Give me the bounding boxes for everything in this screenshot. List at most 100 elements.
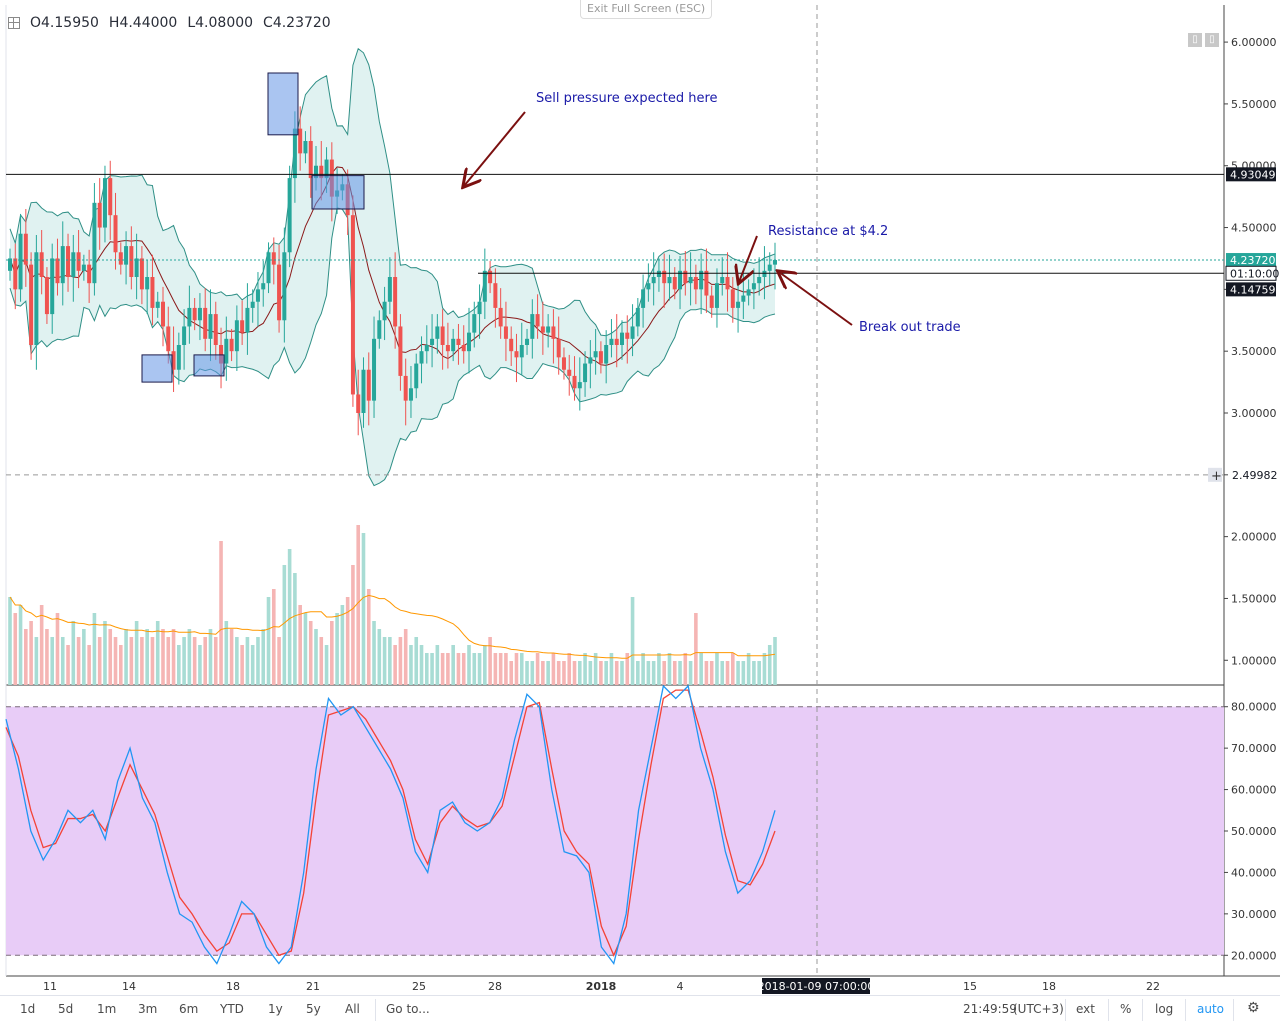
candle [477, 284, 482, 339]
candle [129, 226, 134, 290]
toolbar-divider [1233, 999, 1234, 1021]
candle [213, 301, 218, 360]
highlight-box [311, 175, 365, 210]
time-tick-label: 21 [306, 980, 320, 993]
pane-restore-icon[interactable]: ▯ [1188, 33, 1202, 47]
candle-body [530, 314, 535, 339]
candle-body [240, 320, 245, 333]
volume-bar [266, 597, 271, 685]
volume-bar [424, 653, 429, 685]
candle [456, 323, 461, 365]
volume-bar [24, 629, 28, 685]
candle-body [435, 326, 440, 339]
candle [76, 230, 81, 289]
candle [71, 234, 76, 302]
candle [356, 369, 361, 436]
volume-bar [340, 605, 345, 685]
exit-full-screen-button[interactable]: Exit Full Screen (ESC) [580, 0, 713, 19]
volume-bar [229, 629, 234, 685]
volume-bar [351, 565, 355, 685]
candle-body [81, 264, 86, 271]
candle [609, 319, 614, 358]
volume-bar [76, 637, 81, 685]
candle-body [751, 283, 756, 290]
candle-body [641, 289, 646, 308]
percent-toggle[interactable]: % [1120, 1002, 1132, 1016]
candle-body [308, 141, 313, 179]
volume-bar [250, 645, 255, 685]
range-1m-button[interactable]: 1m [97, 1002, 117, 1016]
volume-bar [456, 653, 461, 685]
candle-body [356, 394, 361, 413]
volume-bar [762, 653, 767, 685]
range-3m-button[interactable]: 3m [138, 1002, 158, 1016]
candle [229, 328, 234, 362]
candle-body [150, 277, 155, 308]
candle [635, 298, 640, 337]
candle-body [366, 369, 371, 401]
candle-body [23, 233, 28, 265]
auto-toggle[interactable]: auto [1197, 1002, 1225, 1016]
volume-bar [282, 565, 287, 685]
candle [593, 328, 598, 375]
candle [398, 314, 403, 391]
volume-bar [440, 653, 445, 685]
candle-body [514, 351, 519, 358]
candle [66, 233, 71, 292]
goto-button[interactable]: Go to... [386, 1002, 430, 1016]
candle-body [134, 258, 139, 277]
volume-bar [435, 645, 440, 685]
candle-body [672, 277, 677, 290]
candle-body [324, 159, 329, 179]
candle [39, 230, 44, 295]
price-tick-label: 3.50000 [1231, 345, 1277, 358]
volume-bar [472, 653, 477, 685]
candle [234, 305, 239, 371]
range-1y-button[interactable]: 1y [268, 1002, 283, 1016]
candle [366, 352, 371, 426]
volume-bar [509, 661, 514, 685]
candle [8, 248, 12, 281]
gear-icon[interactable]: ⚙ [1247, 1000, 1260, 1016]
candle [646, 263, 651, 302]
candle-body [509, 338, 514, 352]
candle-body [271, 252, 276, 265]
candle-body [414, 363, 419, 389]
volume-ma [9, 594, 776, 659]
timezone[interactable]: (UTC+3) [1013, 1002, 1064, 1016]
stoch-tick-label: 60.0000 [1231, 784, 1277, 797]
candle [651, 252, 656, 306]
pane-maximize-icon[interactable]: ▯ [1205, 33, 1219, 47]
candle-body [477, 301, 482, 315]
candle [540, 301, 545, 355]
candle [403, 358, 408, 426]
volume-bar [319, 637, 324, 685]
volume-bar [672, 661, 677, 685]
price-tick-label: 6.00000 [1231, 36, 1277, 49]
volume-bar [330, 621, 334, 685]
range-ytd-button[interactable]: YTD [220, 1002, 244, 1016]
candle-body [39, 252, 44, 277]
log-toggle[interactable]: log [1155, 1002, 1174, 1016]
chart-canvas[interactable]: Sell pressure expected here Resistance at… [0, 0, 1280, 995]
candle-body [493, 283, 498, 308]
range-1d-button[interactable]: 1d [20, 1002, 36, 1016]
candle-body [76, 252, 81, 271]
candle-body [498, 307, 503, 327]
range-6m-button[interactable]: 6m [179, 1002, 199, 1016]
volume-bar [203, 637, 208, 685]
volume-bar [293, 573, 297, 685]
time-tick-label: 18 [1042, 980, 1056, 993]
ext-toggle[interactable]: ext [1076, 1002, 1095, 1016]
candle [445, 322, 450, 369]
candle [55, 238, 60, 296]
candle-body [314, 165, 318, 179]
volume-bar [303, 613, 308, 685]
candle-body [34, 252, 39, 345]
range-5y-button[interactable]: 5y [306, 1002, 321, 1016]
volume-bar [308, 621, 313, 685]
range-5d-button[interactable]: 5d [58, 1002, 74, 1016]
candle [23, 209, 28, 287]
candle-body [55, 258, 60, 284]
range-all-button[interactable]: All [345, 1002, 360, 1016]
